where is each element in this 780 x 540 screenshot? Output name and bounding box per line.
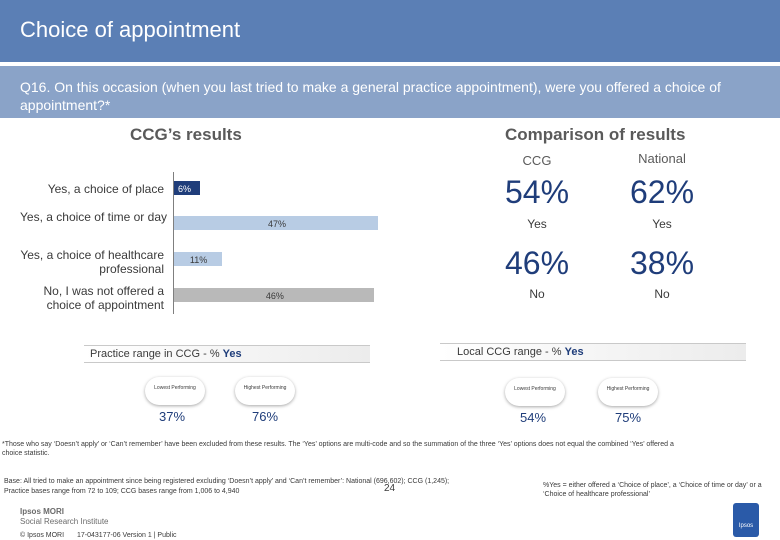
bar-not-offered <box>174 288 374 302</box>
yes-ccg-label: Yes <box>527 217 547 231</box>
bar-label-professional: 11% <box>189 255 208 265</box>
ipsos-mori-logo: Ipsos MORI <box>20 507 65 516</box>
document-reference: 17-043177-06 Version 1 | Public <box>77 532 177 539</box>
local-lowest-pill: Lowest Performing <box>505 378 565 406</box>
ipsos-corner-logo: Ipsos <box>733 503 759 537</box>
footnote-base-1: Base: All tried to make an appointment s… <box>4 478 450 485</box>
local-range-bar <box>440 343 746 361</box>
local-lowest-value: 54% <box>519 410 547 425</box>
bar-place <box>174 181 201 195</box>
yes-national-value: 62% <box>629 174 695 210</box>
local-highest-pill: Highest Performing <box>598 378 658 406</box>
ccg-results-heading: CCG’s results <box>130 125 242 144</box>
practice-range-title: Practice range in CCG - % Yes <box>90 348 242 360</box>
bar-professional <box>174 252 222 266</box>
no-ccg-label: No <box>529 287 545 301</box>
local-range-title: Local CCG range - % Yes <box>457 346 584 358</box>
ipsos-sri-logo: Social Research Institute <box>20 517 109 526</box>
question-bar <box>0 66 780 118</box>
local-highest-value: 75% <box>614 410 642 425</box>
copyright: © Ipsos MORI <box>20 532 65 539</box>
bar-time <box>174 216 378 230</box>
category-label-professional: Yes, a choice of healthcare professional <box>20 248 164 276</box>
practice-highest-value: 76% <box>251 409 279 424</box>
comparison-col-ccg: CCG <box>522 153 552 168</box>
category-label-time: Yes, a choice of time or day <box>20 210 167 224</box>
chart-axis <box>173 172 174 314</box>
no-national-label: No <box>654 287 670 301</box>
yes-ccg-value: 54% <box>504 174 570 210</box>
title-bar <box>0 0 780 62</box>
question-text: Q16. On this occasion (when you last tri… <box>20 79 721 113</box>
page-number: 24 <box>384 483 396 494</box>
practice-lowest-pill: Lowest Performing <box>145 377 205 405</box>
category-label-place: Yes, a choice of place <box>47 182 164 196</box>
footnote-yes-definition: %Yes = either offered a ‘Choice of place… <box>543 482 762 498</box>
yes-national-label: Yes <box>652 217 672 231</box>
bar-label-not-offered: 46% <box>265 291 284 301</box>
comparison-col-national: National <box>638 151 686 166</box>
page-title: Choice of appointment <box>20 17 241 42</box>
no-ccg-value: 46% <box>504 245 570 281</box>
no-national-value: 38% <box>629 245 695 281</box>
practice-highest-pill: Highest Performing <box>235 377 295 405</box>
footnote-exclusions: *Those who say ‘Doesn’t apply’ or ‘Can’t… <box>2 441 674 457</box>
footnote-base-2: Practice bases range from 72 to 109; CCG… <box>4 488 240 495</box>
practice-lowest-value: 37% <box>158 409 186 424</box>
bar-label-place: 6% <box>178 184 192 194</box>
comparison-heading: Comparison of results <box>505 125 686 144</box>
practice-range-bar <box>84 345 370 363</box>
category-label-not-offered: No, I was not offered a choice of appoin… <box>43 284 164 312</box>
ccg-results-chart: Yes, a choice of place Yes, a choice of … <box>0 170 480 320</box>
bar-label-time: 47% <box>268 219 287 229</box>
